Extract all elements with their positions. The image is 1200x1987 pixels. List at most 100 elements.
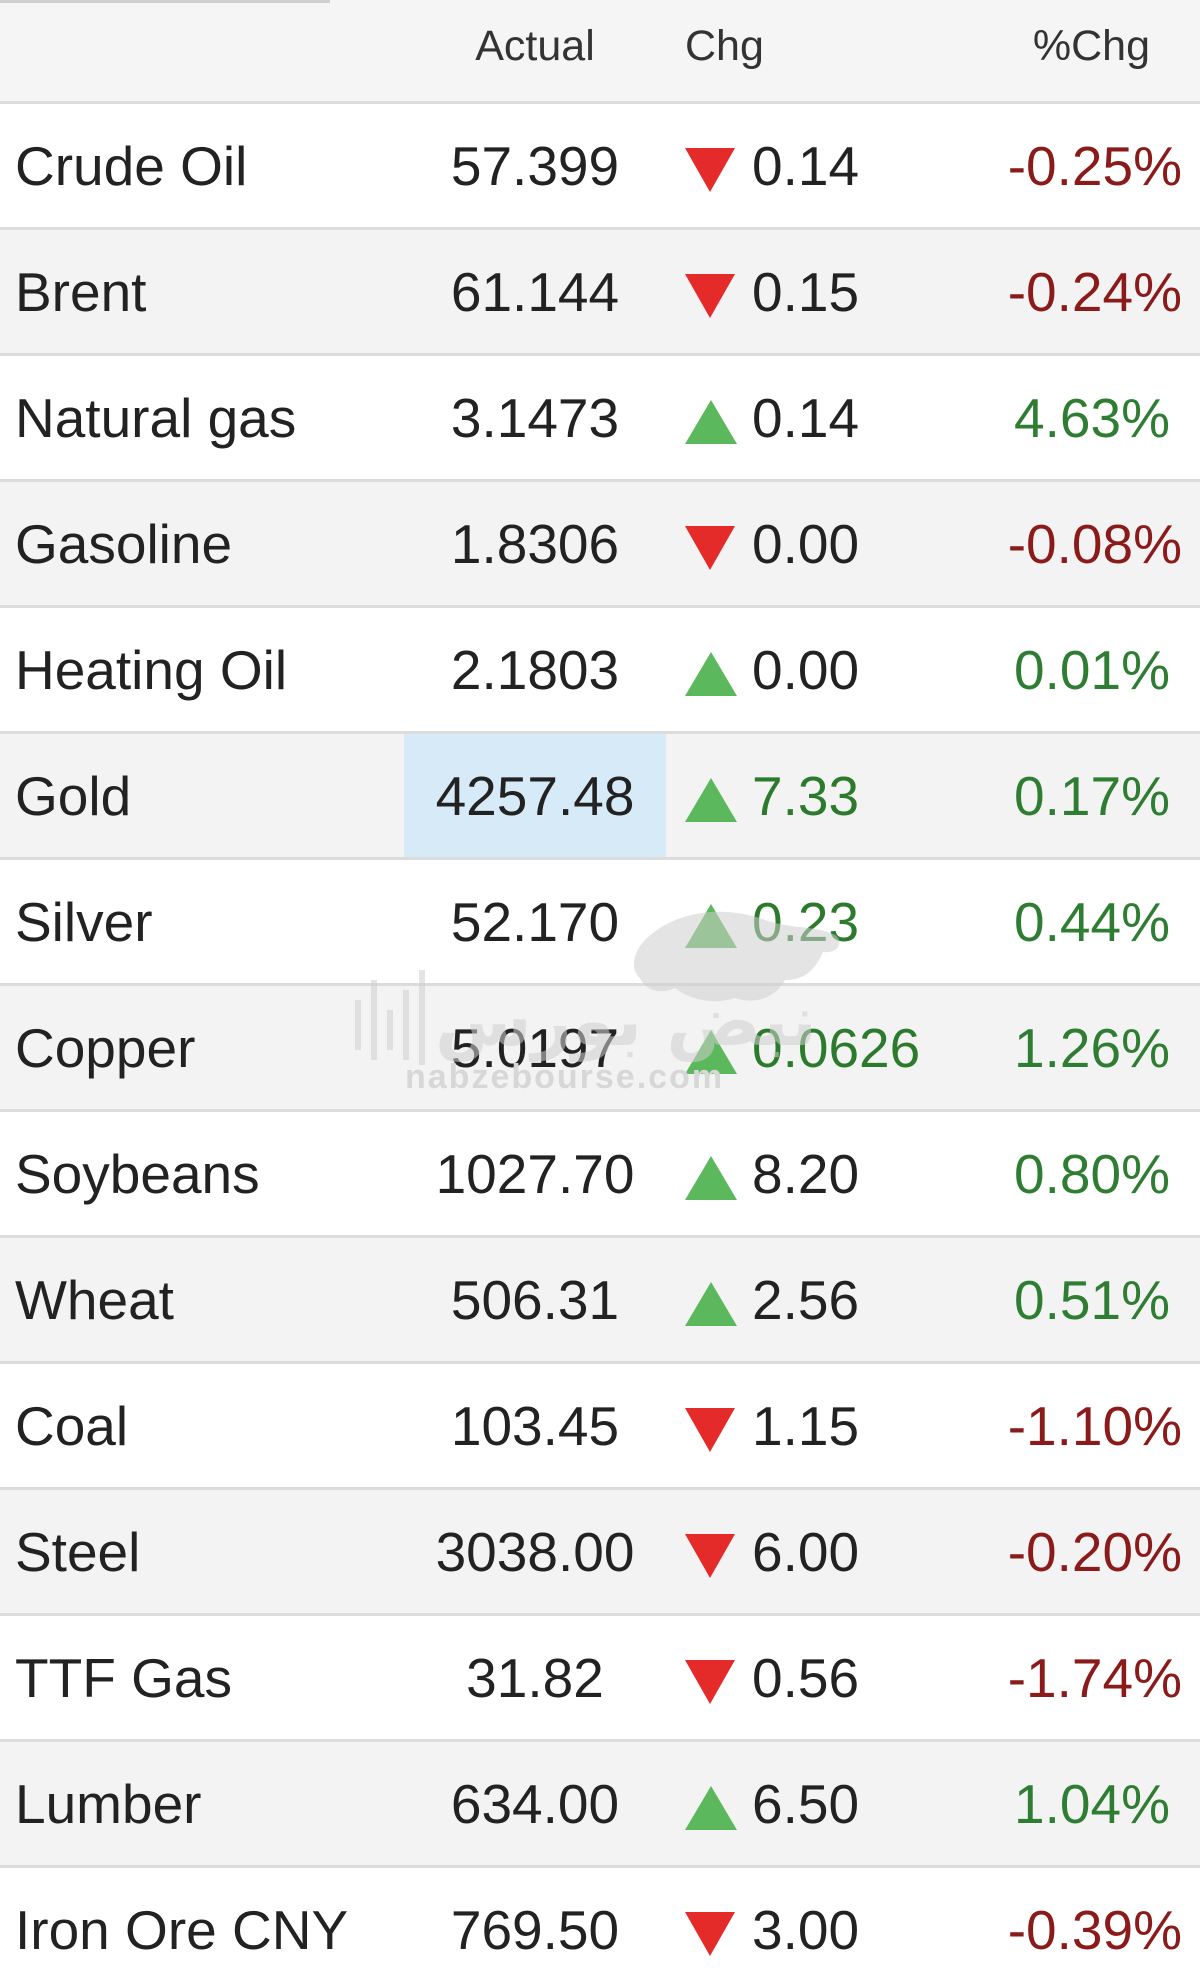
commodity-name: Crude Oil	[15, 135, 248, 197]
commodity-name: Steel	[15, 1521, 141, 1583]
change-value: 0.00	[752, 639, 860, 701]
actual-cell: 2.1803	[404, 608, 666, 731]
percent-change-value: -0.08%	[1007, 513, 1182, 575]
change-value: 1.15	[752, 1395, 860, 1457]
actual-cell: 31.82	[404, 1616, 666, 1739]
column-header-pct-chg[interactable]: %Chg	[1032, 22, 1150, 70]
table-row[interactable]: TTF Gas 31.82 0.56 -1.74%	[0, 1616, 1200, 1742]
percent-change-value: 0.80%	[1014, 1143, 1170, 1205]
actual-cell: 103.45	[404, 1364, 666, 1487]
watermark-logo: نبض بورس	[355, 911, 840, 1065]
actual-cell: 52.170	[404, 860, 666, 983]
table-row[interactable]: Soybeans 1027.70 8.20 0.80%	[0, 1112, 1200, 1238]
change-value: 0.14	[752, 135, 860, 197]
percent-change-value: -1.10%	[1007, 1395, 1182, 1457]
table-row[interactable]: Coal 103.45 1.15 -1.10%	[0, 1364, 1200, 1490]
actual-cell: 1027.70	[404, 1112, 666, 1235]
actual-cell: 4257.48	[404, 734, 666, 857]
table-row[interactable]: Lumber 634.00 6.50 1.04%	[0, 1742, 1200, 1868]
actual-cell: 61.144	[404, 230, 666, 353]
change-value: 2.56	[752, 1269, 860, 1331]
percent-change-value: 0.17%	[1014, 765, 1170, 827]
table-header: Actual Chg %Chg	[0, 0, 1200, 104]
change-value: 0.0626	[752, 1017, 921, 1079]
table-row[interactable]: Iron Ore CNY 769.50 3.00 -0.39%	[0, 1868, 1200, 1987]
actual-value: 3038.00	[435, 1521, 635, 1583]
change-value: 0.00	[752, 513, 860, 575]
table-row[interactable]: Steel 3038.00 6.00 -0.20%	[0, 1490, 1200, 1616]
actual-value: 4257.48	[435, 765, 635, 827]
table-row[interactable]: Natural gas 3.1473 0.14 4.63%	[0, 356, 1200, 482]
actual-value: 103.45	[450, 1395, 620, 1457]
change-value: 0.14	[752, 387, 860, 449]
percent-change-value: -0.39%	[1007, 1899, 1182, 1961]
arrow-up-icon	[685, 1282, 737, 1326]
table-row[interactable]: Gasoline 1.8306 0.00 -0.08%	[0, 482, 1200, 608]
table-row[interactable]: Wheat 506.31 2.56 0.51%	[0, 1238, 1200, 1364]
commodity-name: Silver	[15, 891, 153, 953]
svg-text:نبض بورس: نبض بورس	[435, 980, 817, 1063]
actual-cell: 506.31	[404, 1238, 666, 1361]
commodity-name: Gasoline	[15, 513, 233, 575]
change-value: 8.20	[752, 1143, 860, 1205]
commodity-name: Heating Oil	[15, 639, 288, 701]
table-row[interactable]: Brent 61.144 0.15 -0.24%	[0, 230, 1200, 356]
actual-value: 5.0197	[450, 1017, 620, 1079]
change-value: 7.33	[752, 765, 860, 827]
table-row[interactable]: Crude Oil 57.399 0.14 -0.25%	[0, 104, 1200, 230]
commodity-name: TTF Gas	[15, 1647, 232, 1709]
actual-value: 57.399	[450, 135, 620, 197]
change-value: 6.00	[752, 1521, 860, 1583]
percent-change-value: 1.04%	[1014, 1773, 1170, 1835]
arrow-up-icon	[685, 400, 737, 444]
arrow-down-icon	[685, 1660, 735, 1704]
change-value: 3.00	[752, 1899, 860, 1961]
commodity-name: Iron Ore CNY	[15, 1899, 349, 1961]
arrow-up-icon	[685, 1786, 737, 1830]
percent-change-value: 0.01%	[1014, 639, 1170, 701]
commodity-name: Lumber	[15, 1773, 202, 1835]
actual-value: 3.1473	[450, 387, 620, 449]
change-value: 6.50	[752, 1773, 860, 1835]
table-row[interactable]: Gold 4257.48 7.33 0.17%	[0, 734, 1200, 860]
percent-change-value: 1.26%	[1014, 1017, 1170, 1079]
change-value: 0.15	[752, 261, 860, 323]
column-header-chg[interactable]: Chg	[685, 22, 764, 70]
arrow-down-icon	[685, 148, 735, 192]
commodity-name: Soybeans	[15, 1143, 260, 1205]
commodity-name: Wheat	[15, 1269, 174, 1331]
percent-change-value: -0.25%	[1007, 135, 1182, 197]
percent-change-value: 0.44%	[1014, 891, 1170, 953]
actual-value: 1.8306	[450, 513, 620, 575]
actual-value: 506.31	[450, 1269, 620, 1331]
arrow-up-icon	[685, 1030, 737, 1074]
actual-value: 31.82	[466, 1647, 604, 1709]
arrow-down-icon	[685, 1408, 735, 1452]
table-row[interactable]: Heating Oil 2.1803 0.00 0.01%	[0, 608, 1200, 734]
actual-value: 52.170	[450, 891, 620, 953]
arrow-up-icon	[685, 652, 737, 696]
actual-cell: 57.399	[404, 104, 666, 227]
arrow-up-icon	[685, 1156, 737, 1200]
commodity-name: Brent	[15, 261, 147, 323]
column-header-actual[interactable]: Actual	[475, 22, 595, 70]
actual-cell: 634.00	[404, 1742, 666, 1865]
actual-cell: 769.50	[404, 1868, 666, 1987]
actual-value: 769.50	[450, 1899, 620, 1961]
percent-change-value: -1.74%	[1007, 1647, 1182, 1709]
commodity-name: Coal	[15, 1395, 129, 1457]
commodity-name: Gold	[15, 765, 132, 827]
change-value: 0.56	[752, 1647, 860, 1709]
percent-change-value: -0.20%	[1007, 1521, 1182, 1583]
arrow-down-icon	[685, 526, 735, 570]
actual-cell: 5.0197	[404, 986, 666, 1109]
actual-value: 2.1803	[450, 639, 620, 701]
percent-change-value: -0.24%	[1007, 261, 1182, 323]
watermark-url: nabzebourse.com	[405, 1058, 725, 1096]
actual-value: 61.144	[450, 261, 620, 323]
top-divider	[0, 0, 330, 3]
table-row[interactable]: Copper 5.0197 0.0626 1.26%	[0, 986, 1200, 1112]
percent-change-value: 0.51%	[1014, 1269, 1170, 1331]
actual-cell: 3038.00	[404, 1490, 666, 1613]
